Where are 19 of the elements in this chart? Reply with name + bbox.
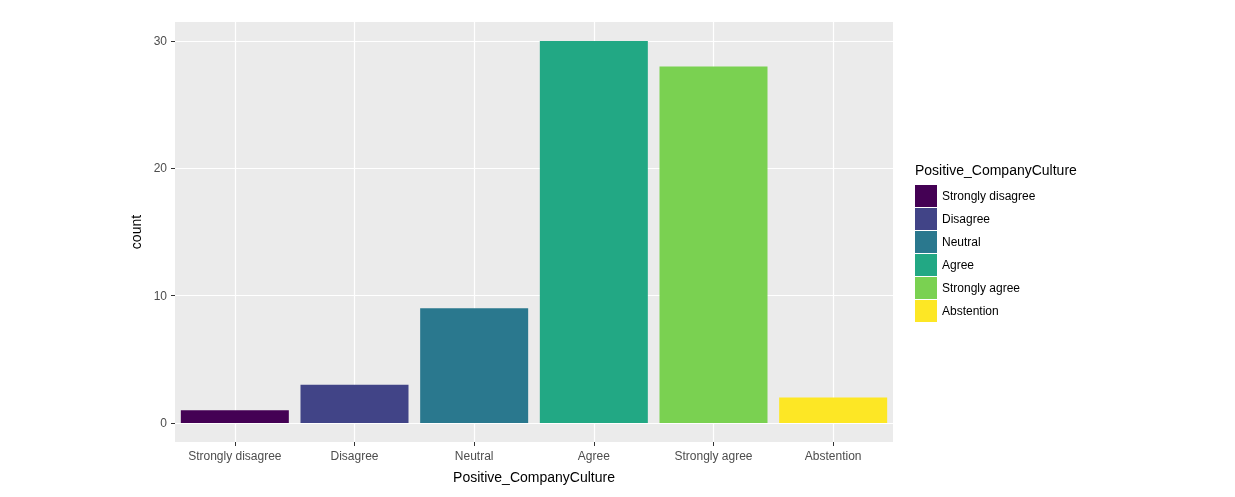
y-tick-label: 30	[153, 34, 168, 49]
legend-label: Abstention	[942, 304, 999, 318]
legend-label: Strongly agree	[942, 281, 1021, 295]
y-tick-label: 20	[153, 161, 168, 176]
x-tick-label: Abstention	[804, 449, 862, 463]
y-tick-label: 0	[160, 415, 168, 430]
x-tick-label: Agree	[577, 449, 611, 463]
x-tick-label: Disagree	[330, 449, 379, 463]
y-tick-label: 10	[153, 288, 168, 303]
y-axis-title: count	[127, 214, 144, 250]
legend-label: Disagree	[942, 212, 991, 226]
legend-label: Strongly disagree	[942, 189, 1036, 203]
x-tick-label: Strongly disagree	[188, 449, 282, 463]
legend-label: Agree	[942, 258, 975, 272]
x-tick-label: Neutral	[454, 449, 494, 463]
legend-title: Positive_CompanyCulture	[915, 162, 1078, 178]
x-axis-title: Positive_CompanyCulture	[453, 469, 616, 485]
legend-label: Neutral	[942, 235, 981, 249]
x-tick-label: Strongly agree	[674, 449, 753, 463]
